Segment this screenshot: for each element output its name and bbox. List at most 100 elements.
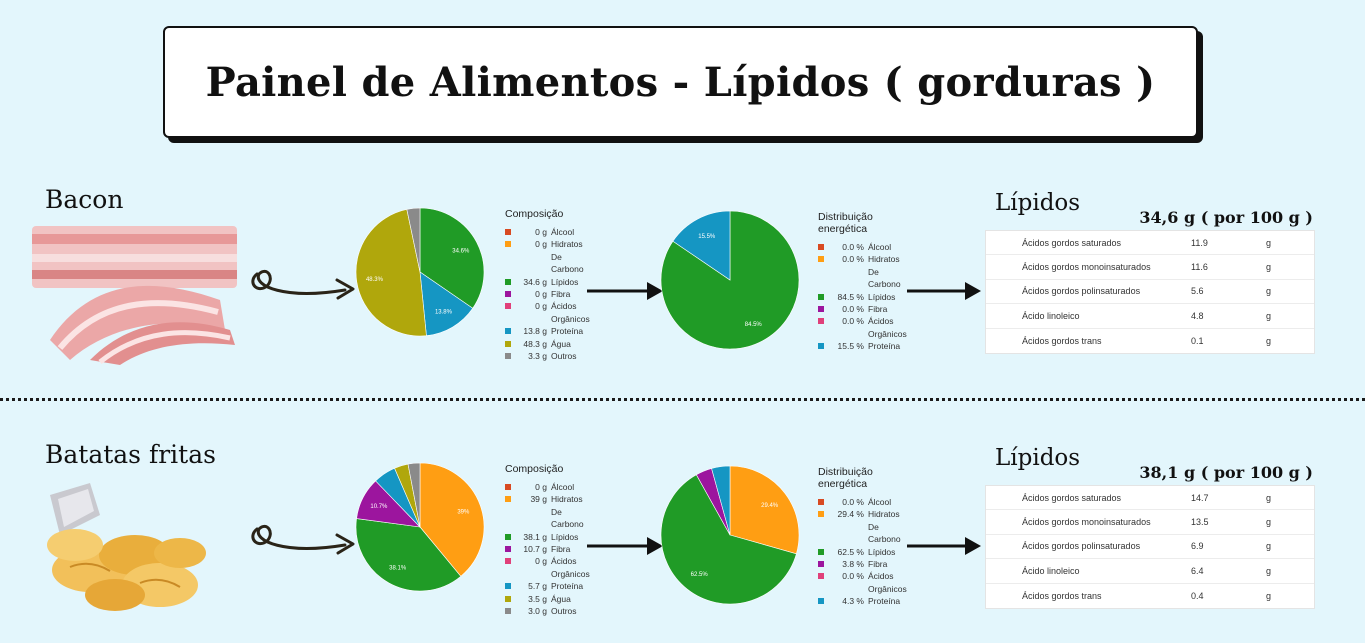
legend-value: 39 g [530, 494, 547, 505]
table-row: Ácido linoleico 4.8 g [986, 304, 1314, 329]
legend-title: Distribuição energética [818, 211, 873, 235]
legend-item: 39 g Hidratos De Carbono [505, 493, 593, 530]
legend-label: Álcool [868, 242, 892, 252]
legend-swatch [505, 608, 511, 615]
legend-label: Proteína [551, 326, 584, 337]
legend-value: 0.0 % [842, 254, 864, 265]
legend-swatch [505, 340, 511, 347]
nutrient-unit: g [1266, 237, 1272, 248]
legend-label: Lípidos [868, 546, 896, 557]
food-section-batatas-fritas: Batatas fritas 39% 38.1% 10.7% Composição … [0, 430, 1365, 643]
legend-value: 4.3 % [842, 596, 864, 607]
table-row: Ácidos gordos polinsaturados 5.6 g [986, 280, 1314, 305]
arrow-icon [907, 282, 981, 300]
legend-value: 0 g [535, 239, 547, 250]
legend-value: 3.3 g [528, 351, 547, 362]
nutrient-value: 6.9 [1191, 541, 1204, 552]
legend-value: 0.0 % [842, 497, 864, 507]
legend-label: Ácidos Orgânicos [551, 301, 590, 324]
legend-label: Lípidos [551, 531, 579, 542]
title-banner: Painel de Alimentos - Lípidos ( gorduras… [163, 26, 1198, 138]
nutrient-value: 11.6 [1191, 262, 1208, 273]
legend-label: Outros [551, 606, 577, 617]
legend-label: Proteína [868, 596, 901, 607]
nutrient-unit: g [1266, 541, 1272, 552]
legend-swatch [505, 533, 511, 540]
legend-swatch [818, 598, 824, 605]
pie-slice-hidratos-de-carbono [419, 462, 485, 577]
legend-value: 5.7 g [528, 581, 547, 592]
legend-value: 3.5 g [528, 593, 547, 604]
nutrient-name: Ácidos gordos monoinsaturados [1022, 517, 1151, 528]
legend-swatch [505, 484, 511, 490]
nutrient-value: 14.7 [1191, 492, 1209, 503]
lipids-table: Ácidos gordos saturados 14.7 g Ácidos gordo… [985, 485, 1315, 609]
legend-item: 0.0 % Álcool [818, 241, 910, 253]
legend-swatch [818, 343, 824, 350]
legend-swatch [818, 511, 824, 518]
pie-data-label: 34.6% [452, 249, 470, 255]
legend-item: 3.8 % Fibra [818, 558, 910, 570]
table-row: Ácidos gordos polinsaturados 6.9 g [986, 535, 1314, 560]
legend-swatch [505, 229, 511, 235]
legend-item: 38.1 g Lípidos [505, 531, 593, 543]
legend-item: 0.0 % Ácidos Orgânicos [818, 570, 910, 595]
legend-item: 0.0 % Ácidos Orgânicos [818, 315, 910, 340]
composition-legend: Composição 0 g Álcool 0 g Hidratos De Carbo… [505, 208, 593, 362]
legend-value: 3.8 % [842, 559, 864, 570]
nutrient-unit: g [1266, 262, 1272, 273]
nutrient-value: 5.6 [1191, 286, 1204, 297]
legend-value: 38.1 g [523, 531, 547, 542]
legend-item: 48.3 g Água [505, 338, 593, 350]
pie-slice-hidratos-de-carbono [729, 465, 800, 555]
pie-data-label: 15.5% [698, 234, 716, 240]
food-name: Batatas fritas [45, 440, 216, 469]
legend-label: Proteína [551, 581, 584, 592]
legend-value: 10.7 g [523, 544, 547, 555]
chips-image [30, 475, 245, 620]
energy-legend: Distribuição energética 0.0 % Álcool 0.0 %… [818, 211, 910, 353]
legend-value: 0 g [535, 227, 547, 237]
legend-value: 84.5 % [837, 291, 864, 302]
energy-pie-chart: 29.4% 62.5% [660, 465, 800, 605]
composition-pie-chart: 39% 38.1% 10.7% [355, 462, 485, 592]
legend-swatch [505, 241, 511, 248]
legend-item: 3.3 g Outros [505, 350, 593, 362]
legend-item: 4.3 % Proteína [818, 595, 910, 607]
legend-item: 0 g Álcool [505, 481, 593, 493]
nutrient-name: Ácidos gordos polinsaturados [1022, 541, 1141, 552]
legend-swatch [818, 573, 824, 580]
legend-label: Ácidos Orgânicos [551, 556, 590, 579]
energy-pie-chart: 84.5% 15.5% [660, 210, 800, 350]
pie-data-label: 39% [457, 509, 470, 515]
legend-value: 48.3 g [523, 338, 547, 349]
pie-slice-proteína [419, 271, 474, 337]
legend-label: Hidratos De Carbono [551, 239, 584, 275]
legend-swatch [505, 546, 511, 553]
legend-item: 10.7 g Fibra [505, 543, 593, 555]
nutrient-value: 6.4 [1191, 565, 1204, 576]
legend-label: Álcool [868, 497, 892, 507]
legend-title: Composição [505, 463, 564, 475]
legend-swatch [505, 291, 511, 298]
legend-value: 0 g [535, 556, 547, 567]
nutrient-name: Ácidos gordos trans [1022, 590, 1102, 601]
nutrient-value: 13.5 [1191, 517, 1209, 528]
legend-label: Água [551, 593, 571, 604]
table-row: Ácido linoleico 6.4 g [986, 559, 1314, 584]
nutrient-value: 11.9 [1191, 237, 1208, 248]
table-row: Ácidos gordos saturados 11.9 g [986, 231, 1314, 256]
legend-label: Fibra [868, 559, 888, 570]
legend-label: Álcool [551, 227, 575, 237]
legend-item: 0.0 % Hidratos De Carbono [818, 253, 910, 290]
legend-swatch [505, 353, 511, 360]
nutrient-name: Ácido linoleico [1022, 310, 1080, 321]
legend-value: 0.0 % [842, 316, 864, 327]
legend-item: 62.5 % Lípidos [818, 546, 910, 558]
pie-slice-outros [406, 207, 421, 273]
legend-swatch [505, 583, 511, 590]
table-row: Ácidos gordos monoinsaturados 13.5 g [986, 510, 1314, 535]
composition-pie-chart: 34.6% 13.8% 48.3% [355, 207, 485, 337]
pie-data-label: 62.5% [691, 572, 709, 578]
legend-swatch [818, 318, 824, 325]
